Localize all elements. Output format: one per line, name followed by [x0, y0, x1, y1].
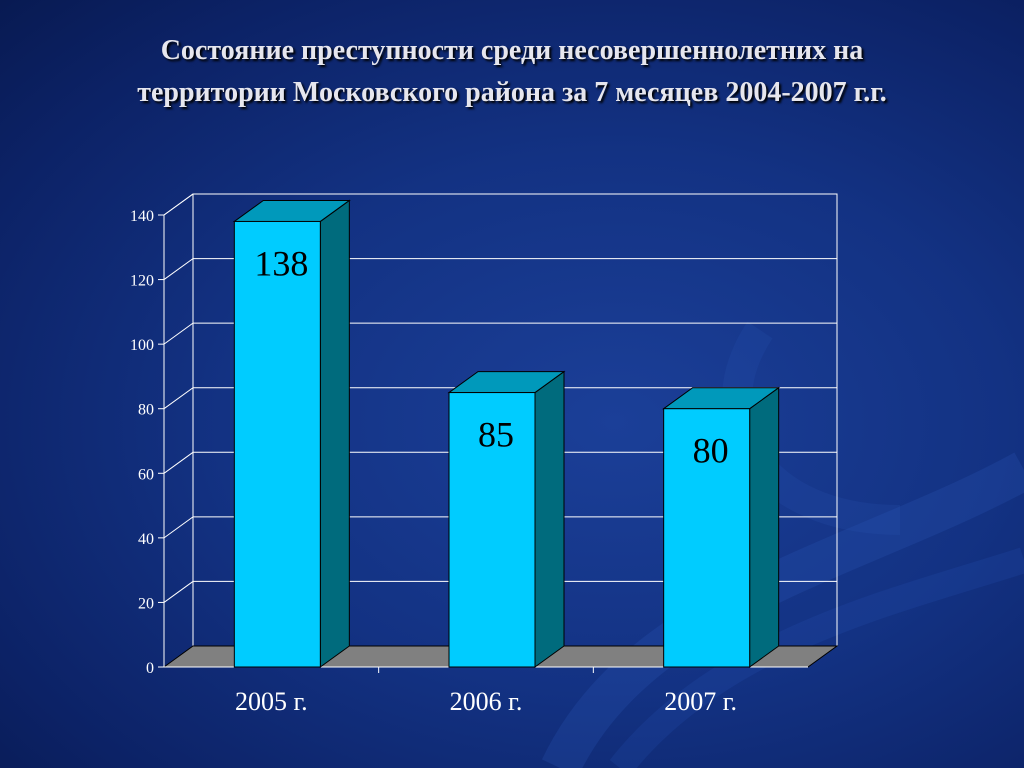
bar-front-face [233, 220, 321, 668]
y-tick-label: 40 [138, 531, 154, 548]
y-tick-label: 0 [146, 660, 154, 677]
x-category-label: 2007 г. [664, 687, 737, 716]
y-tick-label: 120 [130, 273, 154, 290]
gridline [163, 516, 837, 539]
gridline [163, 387, 837, 410]
bar-data-label: 80 [693, 431, 729, 471]
gridline [163, 258, 837, 280]
x-axis-labels: 2005 г. 2006 г. 2007 г. [235, 687, 737, 716]
slide-title: Состояние преступности среди несовершенн… [30, 30, 994, 114]
bar-data-label: 85 [478, 415, 514, 455]
y-tick-label: 140 [130, 208, 154, 225]
bar-front-face [448, 392, 536, 668]
gridline [163, 322, 837, 345]
x-category-label: 2006 г. [450, 687, 523, 716]
bar-data-label: 138 [254, 243, 308, 283]
y-tick-label: 60 [138, 466, 154, 483]
bar-2005: 138 [232, 199, 351, 668]
bar-side-face [319, 199, 350, 668]
chart-bars: 138 85 80 [232, 199, 781, 668]
gridline [163, 451, 837, 474]
slide-title-line-2: территории Московского района за 7 месяц… [137, 77, 887, 108]
y-tick-label: 80 [138, 402, 154, 419]
x-category-label: 2005 г. [235, 687, 308, 716]
slide-title-line-1: Состояние преступности среди несовершенн… [160, 35, 864, 66]
chart-gridlines [163, 193, 837, 603]
bar-2006: 85 [447, 370, 566, 668]
y-axis-ticks: 0 20 40 60 80 100 120 140 [130, 208, 164, 677]
y-tick-label: 20 [138, 595, 154, 612]
bar-side-face [749, 386, 780, 668]
gridline [163, 580, 837, 603]
bar-2007: 80 [662, 386, 781, 668]
gridline [163, 193, 837, 216]
bar-front-face [663, 408, 751, 668]
y-tick-label: 100 [130, 337, 154, 354]
bar-side-face [534, 370, 565, 668]
